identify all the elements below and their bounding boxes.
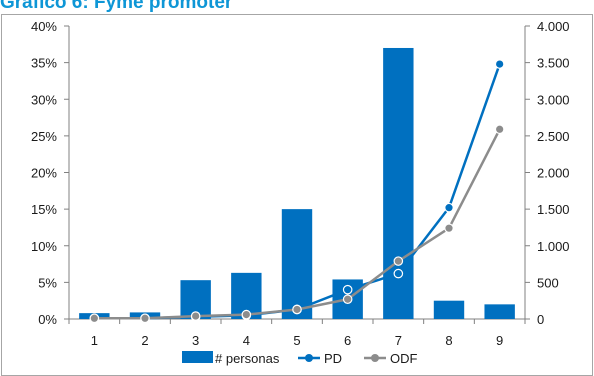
point-odf [190,311,201,321]
x-axis-tick-label: 1 [91,333,98,348]
x-axis-tick-label: 9 [496,333,503,348]
chart-frame [1,14,593,376]
x-axis-tick-label: 6 [344,333,351,348]
point-pd [393,268,404,279]
left-axis-tick-label: 15% [31,202,57,217]
point-odf [89,313,100,324]
legend-label: ODF [390,351,418,366]
right-axis-tick-label: 3.000 [537,92,570,107]
right-axis-tick-label: 2.500 [537,129,570,144]
left-axis-tick-label: 0% [38,312,57,327]
x-axis-tick-label: 2 [141,333,148,348]
left-axis-tick-label: 10% [31,239,57,254]
bar [433,300,465,319]
point-odf [444,223,454,233]
point-odf [292,304,302,315]
right-axis-tick-label: 0 [537,312,544,327]
bar [281,209,313,319]
x-axis-tick-label: 4 [243,333,250,348]
left-axis-tick-label: 30% [31,92,57,107]
point-odf [241,309,252,320]
right-axis-tick-label: 3.500 [537,56,570,71]
right-axis-tick-label: 2.000 [537,166,570,181]
point-pd [494,59,505,69]
left-axis-tick-label: 35% [31,56,57,71]
x-axis-tick-label: 7 [395,333,402,348]
bar [484,304,515,319]
legend-swatch-bar [182,351,213,363]
point-pd [444,202,454,213]
x-axis-tick-label: 3 [192,333,199,348]
left-axis-tick-label: 20% [31,166,57,181]
right-axis-tick-label: 4.000 [537,19,570,34]
right-axis-tick-label: 1.000 [537,239,570,254]
left-axis-tick-label: 25% [31,129,57,144]
x-axis-tick-label: 5 [293,333,300,348]
point-pd [342,284,353,295]
right-axis-tick-label: 1.500 [537,202,570,217]
point-odf [140,313,150,324]
x-axis-tick-label: 8 [445,333,452,348]
right-axis-tick-label: 500 [537,275,559,290]
legend-swatch-marker [305,354,313,362]
point-odf [393,256,404,266]
legend-swatch-marker [371,354,379,362]
left-axis-tick-label: 40% [31,19,57,34]
point-odf [494,124,505,135]
legend-label: # personas [215,351,280,366]
point-odf [342,294,353,305]
chart-title: Gráfico 6: Fyme promoter [0,0,233,13]
legend-label: PD [324,351,342,366]
left-axis-tick-label: 5% [38,275,57,290]
